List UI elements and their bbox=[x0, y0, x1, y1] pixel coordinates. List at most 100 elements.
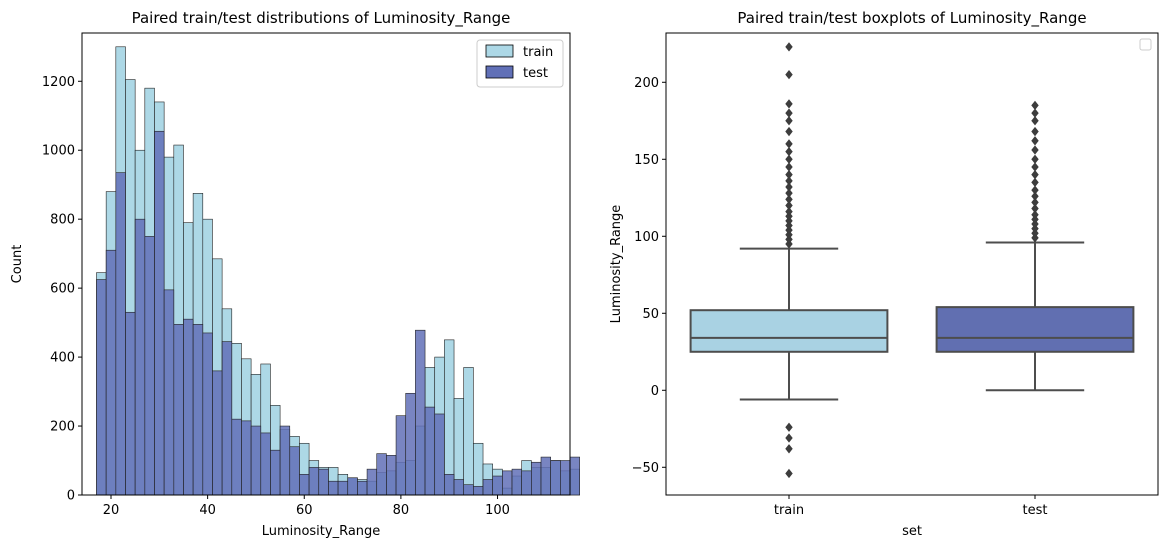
test-outlier bbox=[1031, 108, 1039, 118]
x-tick-label: 60 bbox=[296, 503, 313, 518]
test-bar bbox=[347, 477, 358, 496]
test-outlier bbox=[1031, 154, 1039, 164]
train-outlier bbox=[785, 188, 793, 198]
test-outlier bbox=[1031, 185, 1039, 195]
train-box bbox=[689, 309, 889, 353]
y-tick-label: 200 bbox=[634, 76, 659, 91]
test-bar bbox=[492, 475, 503, 496]
train-outlier bbox=[785, 146, 793, 157]
y-tick-label: 200 bbox=[50, 420, 75, 435]
boxplot-y-label: Luminosity_Range bbox=[609, 205, 624, 324]
train-outlier bbox=[785, 154, 793, 164]
train-outlier bbox=[785, 422, 793, 432]
boxplot-y-ticks: −50 0 50 100 150 200 bbox=[632, 76, 666, 476]
test-box bbox=[935, 306, 1135, 353]
x-tick-label: 80 bbox=[393, 503, 410, 518]
test-bar bbox=[386, 455, 397, 496]
test-bar bbox=[482, 479, 493, 496]
test-bar bbox=[289, 446, 300, 496]
test-bar bbox=[144, 236, 155, 496]
train-outlier bbox=[785, 468, 793, 479]
test-bar bbox=[318, 468, 329, 496]
test-bar bbox=[173, 324, 184, 496]
test-outlier bbox=[1031, 203, 1039, 214]
y-tick-label: 800 bbox=[50, 213, 75, 228]
histogram-frame bbox=[81, 32, 571, 496]
test-bar bbox=[279, 425, 291, 496]
x-tick-label: 20 bbox=[103, 503, 120, 518]
test-bar bbox=[366, 468, 378, 496]
test-bar bbox=[192, 324, 204, 496]
test-outlier bbox=[1031, 177, 1039, 188]
test-bar bbox=[308, 467, 320, 496]
test-bar bbox=[250, 425, 262, 496]
train-outlier bbox=[785, 182, 793, 192]
train-outlier bbox=[785, 433, 793, 443]
histogram-chart: Paired train/test distributions of Lumin… bbox=[10, 9, 580, 539]
x-tick-label: train bbox=[774, 503, 804, 518]
train-outlier bbox=[785, 176, 793, 186]
test-bar bbox=[212, 370, 223, 496]
test-bar bbox=[134, 218, 146, 496]
test-bar bbox=[221, 341, 233, 496]
test-bar bbox=[560, 460, 571, 496]
test-bar bbox=[125, 311, 136, 496]
test-bar bbox=[463, 484, 474, 496]
test-bar bbox=[96, 279, 107, 496]
y-tick-label: 1000 bbox=[42, 144, 75, 159]
train-bar bbox=[444, 339, 455, 496]
test-outlier bbox=[1031, 197, 1039, 208]
test-bar bbox=[328, 480, 339, 496]
y-tick-label: 50 bbox=[642, 307, 659, 322]
test-bar bbox=[415, 329, 426, 496]
test-bar bbox=[337, 480, 349, 496]
test-bar bbox=[154, 130, 165, 496]
y-tick-label: 600 bbox=[50, 282, 75, 297]
legend-swatch-test bbox=[485, 65, 514, 79]
test-bar bbox=[183, 318, 194, 496]
test-bar bbox=[531, 461, 542, 496]
test-outlier bbox=[1031, 210, 1039, 220]
test-outlier bbox=[1031, 162, 1039, 172]
test-outlier bbox=[1031, 191, 1039, 201]
test-bar bbox=[569, 456, 580, 496]
train-outlier bbox=[785, 69, 793, 80]
test-outlier bbox=[1031, 116, 1039, 126]
y-tick-label: 1200 bbox=[42, 75, 75, 90]
test-outlier bbox=[1031, 170, 1039, 180]
train-outlier bbox=[785, 194, 793, 204]
train-outlier bbox=[785, 126, 793, 137]
x-tick-label: test bbox=[1023, 503, 1048, 518]
y-tick-label: 400 bbox=[50, 351, 75, 366]
test-bar bbox=[434, 413, 445, 496]
y-tick-label: 100 bbox=[634, 230, 659, 245]
x-tick-label: 40 bbox=[199, 503, 216, 518]
test-outlier bbox=[1031, 145, 1039, 155]
train-outlier bbox=[785, 139, 793, 149]
test-bar bbox=[376, 453, 387, 496]
y-tick-label: 0 bbox=[651, 384, 659, 399]
test-bar bbox=[231, 418, 242, 496]
test-bar bbox=[444, 474, 455, 496]
histogram-y-label: Count bbox=[10, 245, 25, 284]
y-tick-label: 0 bbox=[67, 489, 75, 504]
legend-swatch-train bbox=[485, 44, 514, 58]
y-tick-label: −50 bbox=[632, 461, 659, 476]
test-bar bbox=[357, 480, 368, 496]
test-bar bbox=[511, 468, 522, 496]
boxplot-title: Paired train/test boxplots of Luminosity… bbox=[737, 9, 1086, 28]
test-outlier bbox=[1031, 126, 1039, 137]
legend-label-train: train bbox=[523, 45, 553, 60]
test-bar bbox=[105, 249, 117, 496]
train-outlier bbox=[785, 444, 793, 454]
histogram-title: Paired train/test distributions of Lumin… bbox=[132, 9, 511, 28]
test-bar bbox=[521, 470, 532, 496]
train-outlier bbox=[785, 116, 793, 126]
test-outlier bbox=[1031, 100, 1039, 111]
test-bar bbox=[473, 486, 484, 496]
test-bar bbox=[540, 456, 551, 496]
test-bar bbox=[202, 332, 213, 496]
train-outlier bbox=[785, 108, 793, 118]
test-bar bbox=[424, 406, 436, 496]
